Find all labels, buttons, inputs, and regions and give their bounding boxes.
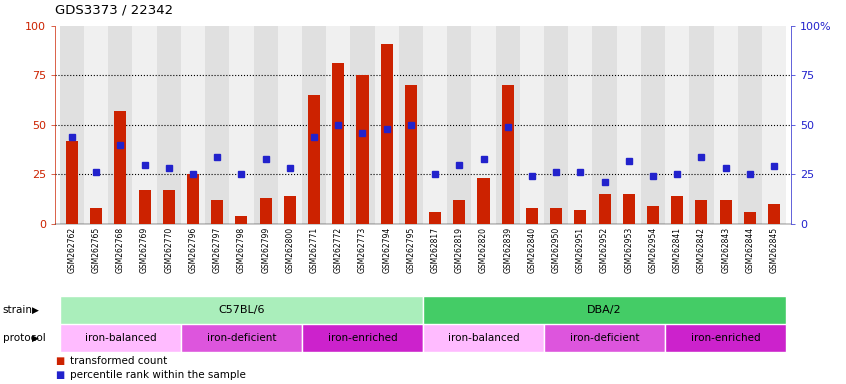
Bar <box>665 324 786 352</box>
Bar <box>350 26 375 224</box>
Bar <box>133 26 157 224</box>
Bar <box>114 111 126 224</box>
Bar <box>187 174 199 224</box>
Bar <box>689 26 713 224</box>
Bar <box>260 198 272 224</box>
Bar <box>598 194 611 224</box>
Bar <box>695 200 707 224</box>
Text: iron-deficient: iron-deficient <box>206 333 276 343</box>
Bar <box>423 26 448 224</box>
Bar <box>60 26 84 224</box>
Bar <box>569 26 592 224</box>
Bar <box>405 85 417 224</box>
Text: ■: ■ <box>55 356 64 366</box>
Text: DBA/2: DBA/2 <box>587 305 622 315</box>
Bar <box>375 26 398 224</box>
Bar <box>496 26 519 224</box>
Bar <box>157 26 181 224</box>
Bar <box>641 26 665 224</box>
Bar <box>519 26 544 224</box>
Bar <box>139 190 151 224</box>
Bar <box>254 26 277 224</box>
Bar <box>453 200 465 224</box>
Bar <box>205 26 229 224</box>
Bar <box>327 26 350 224</box>
Bar <box>768 204 780 224</box>
Bar <box>574 210 586 224</box>
Text: iron-enriched: iron-enriched <box>327 333 398 343</box>
Bar <box>738 26 762 224</box>
Bar <box>162 190 175 224</box>
Bar <box>84 26 108 224</box>
Bar <box>671 196 684 224</box>
Bar <box>235 216 248 224</box>
Bar <box>302 26 327 224</box>
Bar <box>429 212 441 224</box>
Bar <box>302 324 423 352</box>
Bar <box>212 200 223 224</box>
Bar <box>423 296 786 324</box>
Bar <box>471 26 496 224</box>
Bar <box>623 194 634 224</box>
Bar <box>617 26 641 224</box>
Bar <box>381 43 393 224</box>
Text: ▶: ▶ <box>32 306 39 314</box>
Bar <box>762 26 786 224</box>
Bar <box>744 212 755 224</box>
Bar <box>502 85 514 224</box>
Bar <box>332 63 344 224</box>
Bar <box>60 324 181 352</box>
Bar <box>647 206 659 224</box>
Text: ■: ■ <box>55 370 64 380</box>
Bar <box>60 296 423 324</box>
Bar <box>91 208 102 224</box>
Bar <box>550 208 563 224</box>
Bar <box>665 26 689 224</box>
Text: percentile rank within the sample: percentile rank within the sample <box>70 370 246 380</box>
Text: iron-balanced: iron-balanced <box>85 333 157 343</box>
Bar <box>448 26 471 224</box>
Bar <box>526 208 538 224</box>
Bar <box>720 200 732 224</box>
Bar <box>181 26 205 224</box>
Text: protocol: protocol <box>3 333 46 343</box>
Text: C57BL/6: C57BL/6 <box>218 305 265 315</box>
Bar <box>308 95 320 224</box>
Bar <box>356 75 369 224</box>
Bar <box>477 179 490 224</box>
Text: strain: strain <box>3 305 32 315</box>
Bar <box>108 26 133 224</box>
Bar <box>181 324 302 352</box>
Bar <box>229 26 254 224</box>
Text: ▶: ▶ <box>32 333 39 343</box>
Text: GDS3373 / 22342: GDS3373 / 22342 <box>55 4 173 17</box>
Bar <box>592 26 617 224</box>
Bar <box>544 26 569 224</box>
Text: iron-balanced: iron-balanced <box>448 333 519 343</box>
Bar <box>713 26 738 224</box>
Bar <box>544 324 665 352</box>
Bar <box>423 324 544 352</box>
Text: iron-deficient: iron-deficient <box>570 333 640 343</box>
Bar <box>283 196 296 224</box>
Bar <box>277 26 302 224</box>
Text: transformed count: transformed count <box>70 356 168 366</box>
Bar <box>398 26 423 224</box>
Text: iron-enriched: iron-enriched <box>691 333 761 343</box>
Bar <box>66 141 78 224</box>
